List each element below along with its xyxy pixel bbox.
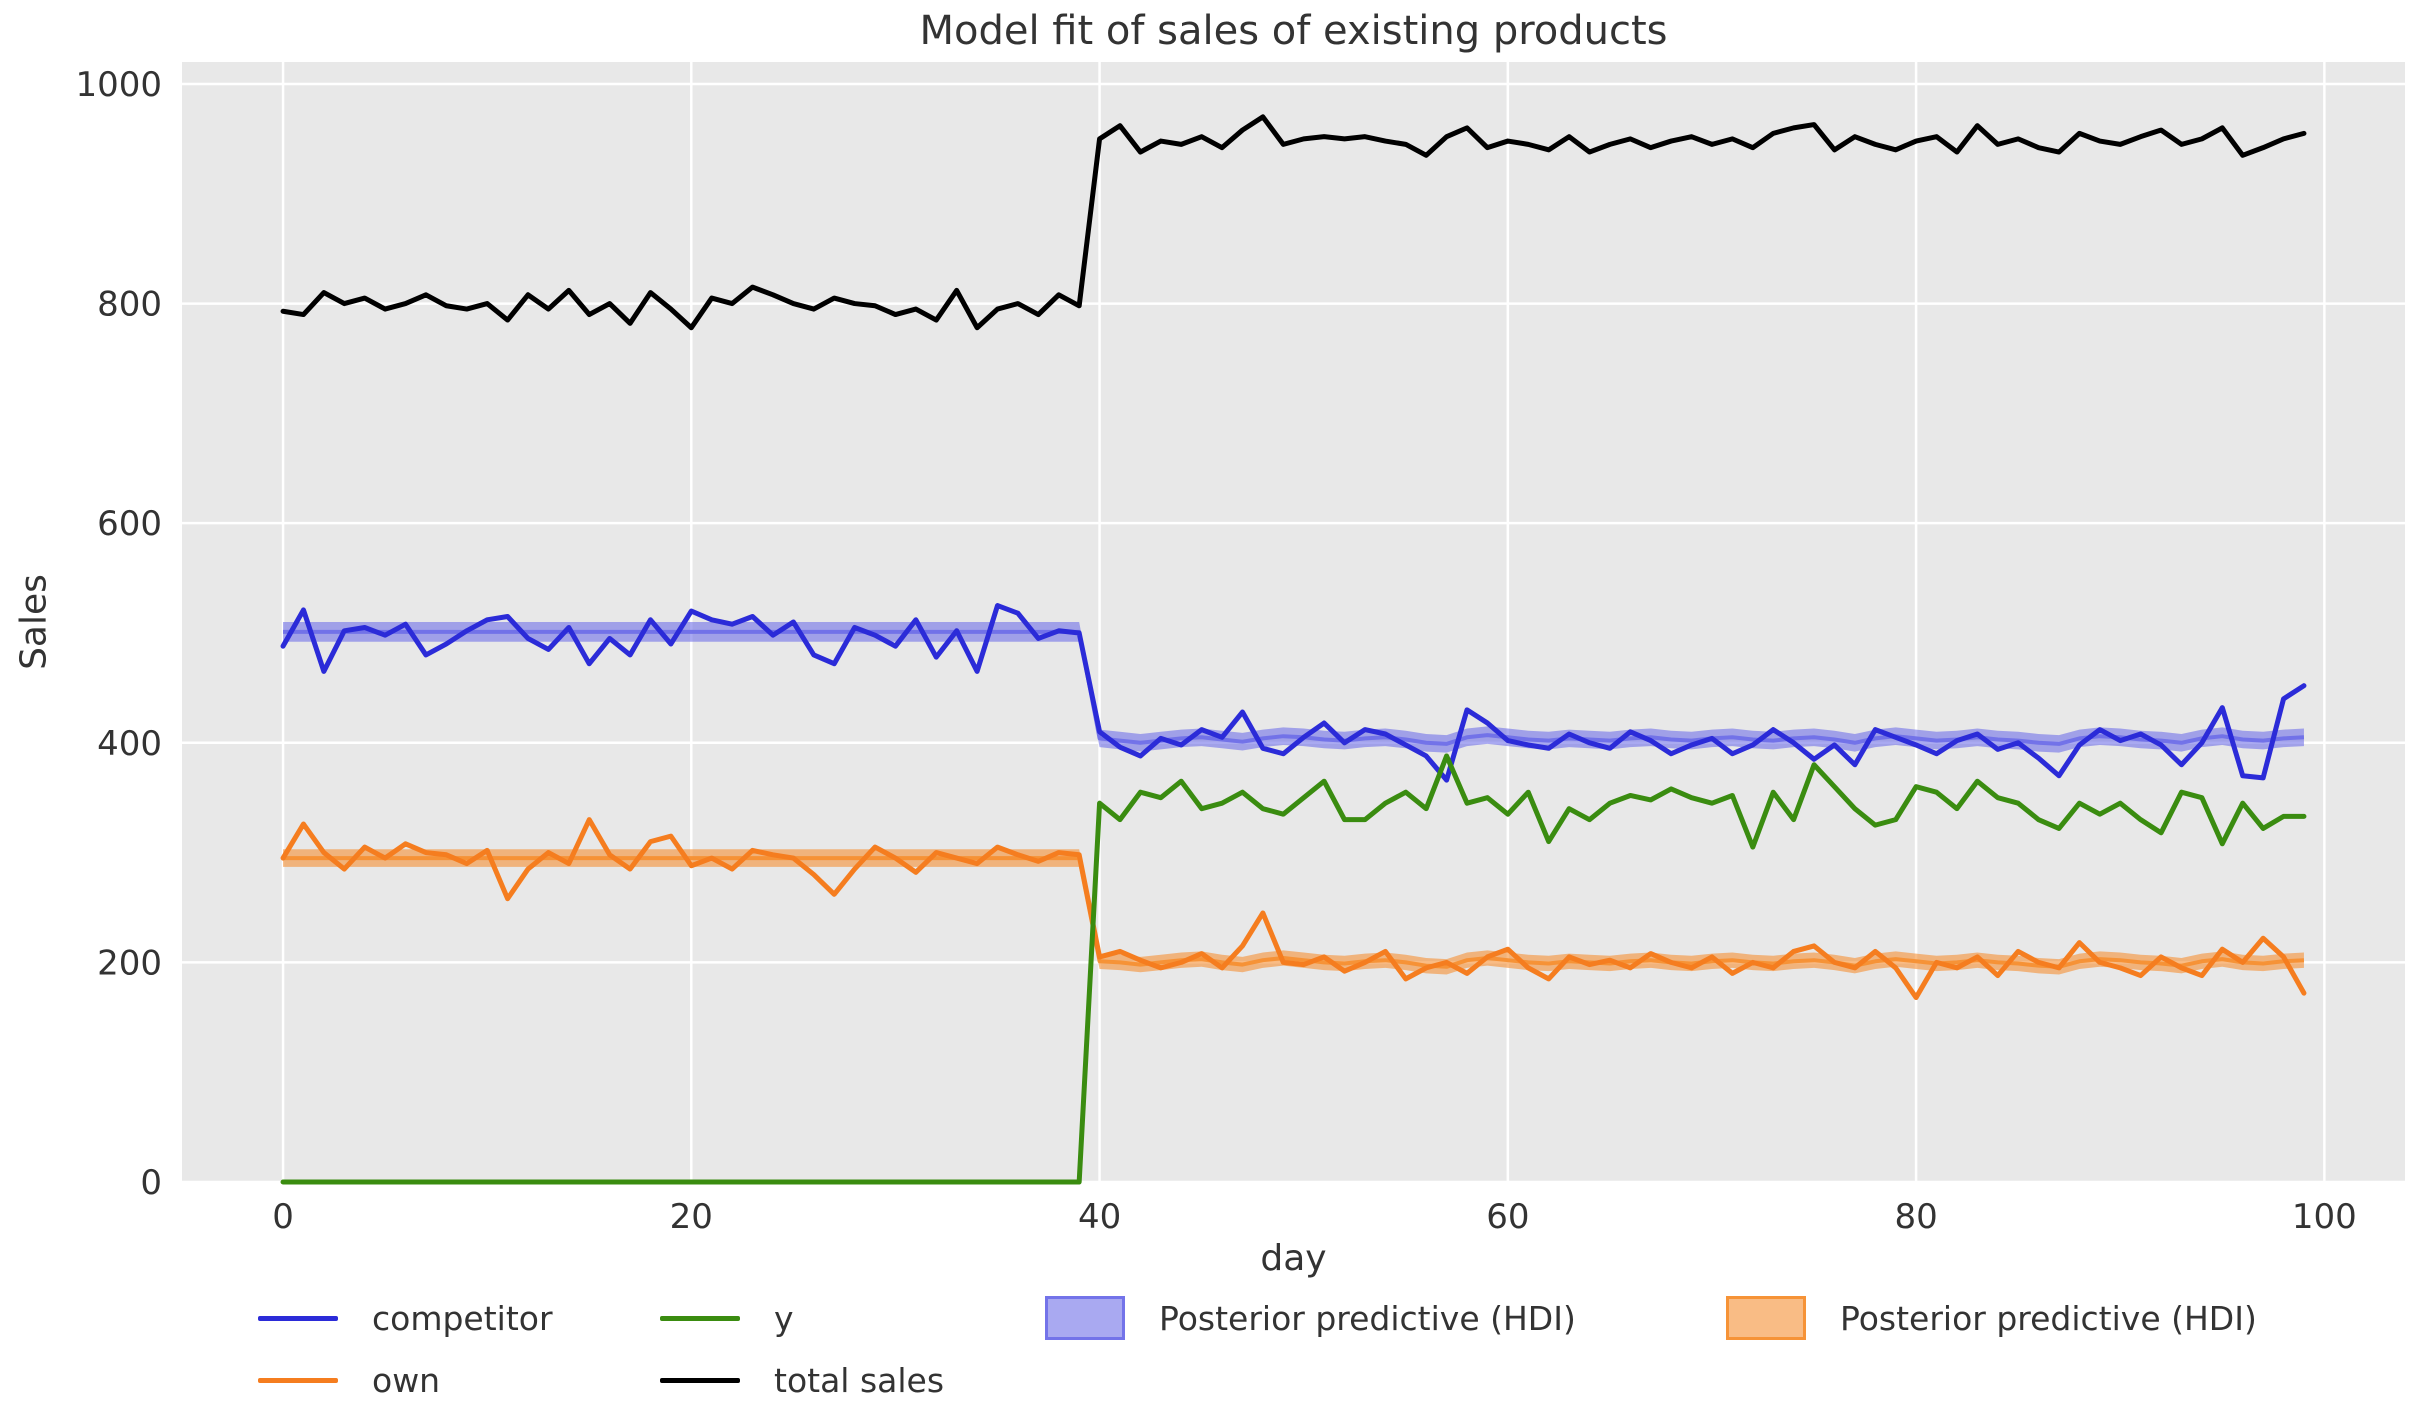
legend-item-posterior-predictive-hdi-orange: Posterior predictive (HDI): [1726, 1294, 2257, 1342]
x-tick-labels: 0 20 40 60 80 100: [272, 1197, 2357, 1237]
y-axis-label: Sales: [13, 574, 55, 670]
legend-item-total-sales: total sales: [660, 1356, 944, 1404]
svg-text:0: 0: [140, 1163, 162, 1203]
legend-label-competitor: competitor: [372, 1298, 553, 1338]
legend-label-hdi-orange: Posterior predictive (HDI): [1840, 1298, 2257, 1338]
hdi-band-0: [283, 622, 2304, 753]
legend-label-own: own: [372, 1360, 441, 1400]
chart-title: Model fit of sales of existing products: [919, 8, 1668, 54]
legend-label-hdi-blue: Posterior predictive (HDI): [1159, 1298, 1576, 1338]
svg-text:80: 80: [1894, 1197, 1937, 1237]
legend-patch-swatch-hdi-orange: [1726, 1296, 1806, 1340]
svg-text:400: 400: [97, 724, 162, 764]
legend-item-posterior-predictive-hdi-blue: Posterior predictive (HDI): [1045, 1294, 1576, 1342]
svg-text:800: 800: [97, 285, 162, 325]
legend-line-swatch-own: [258, 1377, 338, 1383]
svg-text:20: 20: [670, 1197, 713, 1237]
legend-item-competitor: competitor: [258, 1294, 553, 1342]
svg-text:200: 200: [97, 943, 162, 983]
gridlines: [182, 62, 2405, 1184]
svg-text:60: 60: [1486, 1197, 1529, 1237]
y-tick-labels: 0 200 400 600 800 1000: [75, 65, 162, 1203]
svg-text:100: 100: [2292, 1197, 2357, 1237]
legend-item-y: y: [660, 1294, 794, 1342]
series-line-competitor: [280, 603, 2307, 783]
legend-line-swatch-total-sales: [660, 1377, 740, 1383]
legend-line-swatch-y: [660, 1315, 740, 1321]
legend-line-swatch-competitor: [258, 1315, 338, 1321]
series-line-y: [280, 753, 2307, 1185]
svg-text:600: 600: [97, 504, 162, 544]
legend-patch-swatch-hdi-blue: [1045, 1296, 1125, 1340]
legend-label-total-sales: total sales: [774, 1360, 945, 1400]
legend-label-y: y: [774, 1298, 794, 1338]
svg-text:40: 40: [1078, 1197, 1121, 1237]
series-line-total-sales: [280, 114, 2307, 331]
x-axis-label: day: [1260, 1238, 1327, 1279]
svg-text:1000: 1000: [75, 65, 162, 105]
svg-text:0: 0: [272, 1197, 294, 1237]
series-line-own: [280, 817, 2307, 1001]
legend-item-own: own: [258, 1356, 440, 1404]
